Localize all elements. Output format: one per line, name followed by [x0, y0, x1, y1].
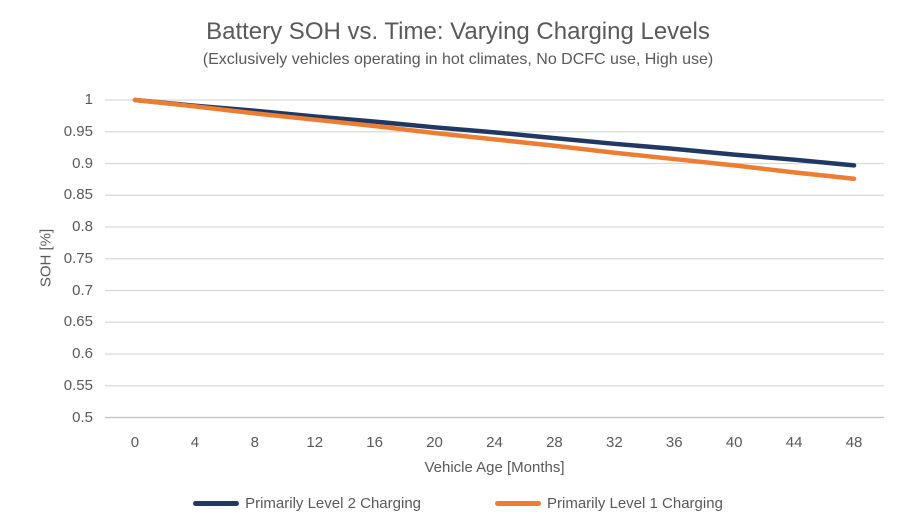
x-tick-label: 16: [366, 434, 383, 451]
x-tick-label: 36: [665, 434, 683, 451]
x-tick-label: 32: [606, 434, 623, 451]
y-tick-label: 0.95: [63, 122, 93, 140]
x-tick-label: 4: [190, 434, 200, 451]
y-tick-label: 0.5: [72, 408, 93, 426]
series-line-primarily-level-1-charging: [132, 97, 857, 181]
legend-label: Primarily Level 1 Charging: [547, 494, 723, 512]
legend-item: Primarily Level 1 Charging: [495, 495, 723, 512]
legend-item: Primarily Level 2 Charging: [193, 495, 421, 512]
chart-subtitle: (Exclusively vehicles operating in hot c…: [202, 51, 714, 68]
y-tick-label: 0.65: [63, 313, 93, 331]
x-tick-label: 28: [546, 434, 563, 451]
y-tick-label: 1: [84, 91, 93, 108]
x-tick-label: 24: [486, 434, 503, 451]
x-tick-label: 44: [785, 434, 803, 451]
x-tick-label: 8: [250, 434, 259, 451]
x-tick-label: 0: [130, 434, 140, 451]
legend-label: Primarily Level 2 Charging: [245, 494, 421, 512]
x-tick-label: 12: [306, 434, 324, 451]
x-tick-label: 40: [725, 434, 743, 451]
y-tick-label: 0.7: [72, 281, 93, 299]
y-tick-label: 0.9: [72, 154, 93, 172]
chart-legend: Primarily Level 2 Charging Primarily Leve…: [0, 492, 916, 514]
y-tick-label: 0.85: [63, 186, 93, 204]
series-line-primarily-level-2-charging: [132, 97, 857, 168]
y-axis-title: SOH [%]: [37, 228, 55, 288]
y-tick-label: 0.75: [63, 249, 93, 267]
legend-line-marker: [193, 500, 240, 506]
y-tick-label: 0.6: [72, 345, 93, 362]
x-axis-title: Vehicle Age [Months]: [424, 459, 565, 476]
y-tick-label: 0.55: [63, 376, 93, 394]
y-tick-label: 0.8: [72, 218, 93, 235]
chart-title: Battery SOH vs. Time: Varying Charging L…: [206, 18, 710, 45]
legend-line-marker: [495, 500, 541, 506]
x-tick-label: 48: [845, 434, 863, 451]
x-tick-label: 20: [426, 434, 443, 451]
